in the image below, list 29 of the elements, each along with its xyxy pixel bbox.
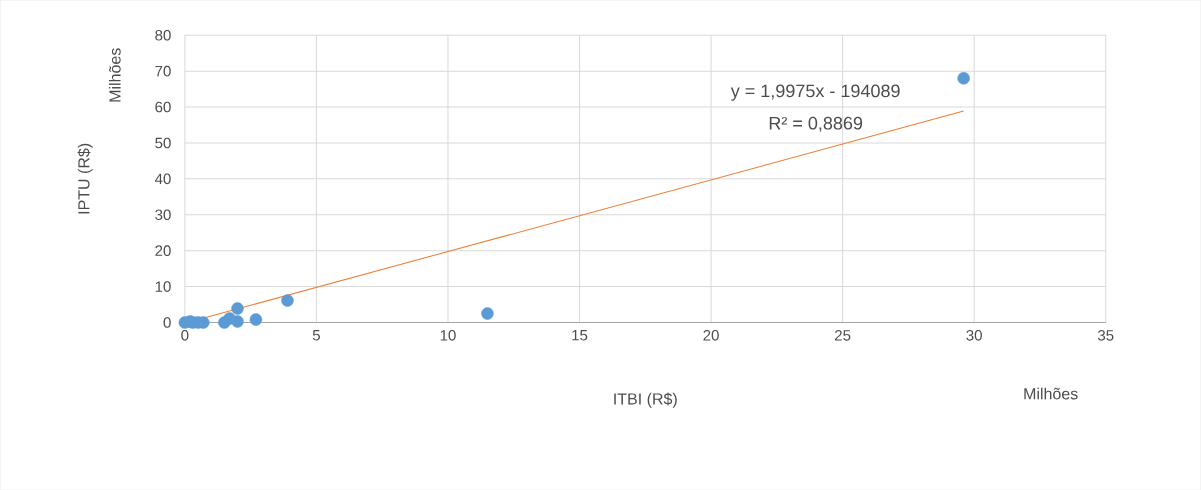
x-tick-label: 30 bbox=[966, 329, 982, 341]
y-axis-title: IPTU (R$) bbox=[77, 143, 93, 214]
x-tick-label: 5 bbox=[312, 329, 320, 341]
point bbox=[281, 294, 294, 307]
text: Milhões bbox=[108, 48, 121, 102]
x-tick-label: 0 bbox=[181, 329, 189, 341]
text: Milhões bbox=[1024, 387, 1078, 400]
point bbox=[231, 315, 244, 328]
point bbox=[957, 71, 970, 85]
y-tick-label: 40 bbox=[154, 173, 171, 184]
x-tick-label: 15 bbox=[572, 329, 588, 341]
x-tick-label: 20 bbox=[703, 329, 719, 341]
y-tick-label: 50 bbox=[155, 137, 171, 149]
point bbox=[249, 313, 263, 326]
y-tick-label: 60 bbox=[155, 101, 171, 113]
y-tick-label: 20 bbox=[155, 245, 171, 256]
y-tick-label: 30 bbox=[155, 209, 171, 220]
y-tick-label: 80 bbox=[155, 29, 171, 41]
y-tick-label: 70 bbox=[155, 65, 171, 77]
x-tick-label: 25 bbox=[835, 329, 851, 341]
point bbox=[481, 307, 494, 320]
y-tick-label: 10 bbox=[155, 281, 171, 292]
x-axis-title: ITBI (R$) bbox=[614, 392, 677, 408]
x-tick-label: 35 bbox=[1097, 329, 1114, 341]
annotation: y = 1,9975x - 194089 bbox=[730, 84, 900, 101]
annotation: R² = 0,8869 bbox=[769, 116, 863, 132]
x-tick-label: 10 bbox=[440, 329, 456, 341]
point bbox=[231, 302, 244, 315]
y-tick-label: 0 bbox=[163, 317, 171, 328]
